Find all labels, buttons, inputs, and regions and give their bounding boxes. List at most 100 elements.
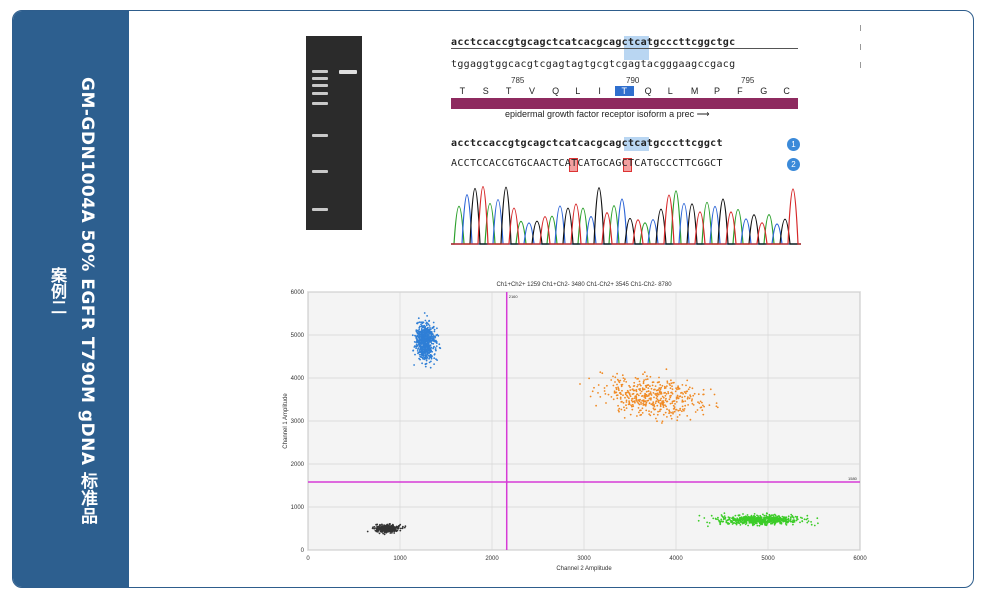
droplet-point — [753, 513, 756, 515]
droplet-point — [672, 404, 675, 407]
droplet-point — [644, 397, 647, 400]
droplet-point — [397, 527, 399, 530]
droplet-point — [761, 519, 764, 522]
droplet-point — [424, 330, 426, 333]
droplet-point — [645, 390, 648, 393]
droplet-point — [659, 388, 662, 391]
droplet-point — [779, 522, 782, 525]
chromatogram-trace — [451, 186, 801, 245]
droplet-point — [428, 325, 431, 327]
droplet-point — [781, 515, 784, 518]
droplet-point — [621, 374, 624, 377]
droplet-point — [427, 344, 430, 347]
droplet-point — [761, 523, 764, 526]
droplet-point — [777, 515, 780, 517]
droplet-point — [430, 360, 432, 363]
ladder-band — [312, 70, 328, 73]
droplet-point — [433, 353, 436, 355]
droplet-point — [599, 396, 602, 398]
droplet-point — [686, 379, 689, 382]
droplet-point — [677, 409, 680, 412]
droplet-point — [422, 357, 424, 360]
droplet-point — [421, 346, 424, 348]
droplet-point — [767, 520, 770, 523]
droplet-point — [676, 416, 679, 418]
droplet-point — [599, 371, 602, 374]
droplet-point — [686, 415, 689, 417]
droplet-point — [416, 350, 419, 352]
droplet-point — [754, 515, 756, 518]
droplet-point — [418, 351, 421, 354]
droplet-point — [422, 331, 425, 334]
droplet-point — [763, 514, 766, 517]
droplet-point — [376, 527, 379, 530]
droplet-point — [676, 388, 678, 391]
droplet-point — [665, 385, 668, 387]
droplet-point — [657, 401, 660, 404]
droplet-point — [691, 387, 694, 390]
droplet-point — [697, 519, 700, 522]
droplet-point — [428, 349, 431, 352]
droplet-point — [758, 521, 761, 524]
droplet-point — [421, 362, 423, 365]
droplet-point — [416, 338, 418, 340]
droplet-point — [624, 378, 626, 381]
droplet-point — [628, 397, 630, 400]
droplet-point — [755, 522, 757, 525]
droplet-point — [745, 522, 748, 525]
droplet-point — [656, 404, 659, 407]
ladder-band — [312, 84, 328, 87]
droplet-point — [653, 396, 655, 399]
droplet-point — [426, 351, 429, 354]
ddpcr-scatter-chart: 0 1000 2000 3000 4000 5000 6000 0 1000 2000 3000 40… — [283, 282, 867, 572]
droplet-point — [764, 521, 767, 524]
droplet-point — [787, 517, 790, 520]
droplet-point — [411, 334, 414, 337]
droplet-point — [432, 333, 434, 336]
droplet-point — [430, 342, 433, 345]
droplet-point — [439, 347, 442, 350]
droplet-point — [760, 516, 763, 518]
droplet-point — [665, 393, 668, 395]
droplet-point — [658, 391, 661, 394]
droplet-point — [637, 384, 639, 386]
droplet-point — [669, 396, 672, 399]
droplet-point — [734, 514, 737, 517]
sample-band — [339, 70, 357, 74]
droplet-point — [618, 410, 620, 413]
droplet-point — [670, 394, 672, 397]
droplet-point — [683, 391, 686, 393]
droplet-point — [672, 411, 674, 414]
droplet-point — [641, 395, 643, 397]
droplet-point — [625, 404, 627, 407]
droplet-point — [423, 312, 426, 314]
droplet-point — [417, 348, 419, 350]
y-tick-label: 6000 — [291, 290, 305, 296]
droplet-point — [616, 372, 618, 375]
droplet-point — [622, 401, 625, 404]
droplet-point — [429, 345, 432, 347]
droplet-point — [433, 328, 436, 331]
droplet-point — [656, 420, 658, 423]
droplet-point — [421, 326, 424, 329]
droplet-point — [619, 379, 622, 382]
droplet-point — [640, 403, 642, 405]
droplet-point — [416, 345, 418, 348]
droplet-point — [773, 518, 776, 521]
droplet-point — [606, 384, 608, 387]
droplet-point — [651, 403, 654, 405]
droplet-point — [424, 354, 426, 356]
droplet-point — [432, 321, 435, 324]
droplet-point — [759, 517, 761, 519]
droplet-point — [433, 330, 436, 333]
droplet-point — [710, 514, 713, 517]
droplet-point — [588, 377, 590, 380]
droplet-point — [431, 355, 433, 357]
droplet-point — [614, 376, 617, 379]
droplet-point — [676, 394, 679, 397]
mismatch-marker — [623, 158, 632, 172]
droplet-point — [790, 513, 793, 516]
droplet-point — [625, 407, 628, 409]
droplet-point — [427, 343, 430, 346]
droplet-point — [638, 411, 640, 414]
